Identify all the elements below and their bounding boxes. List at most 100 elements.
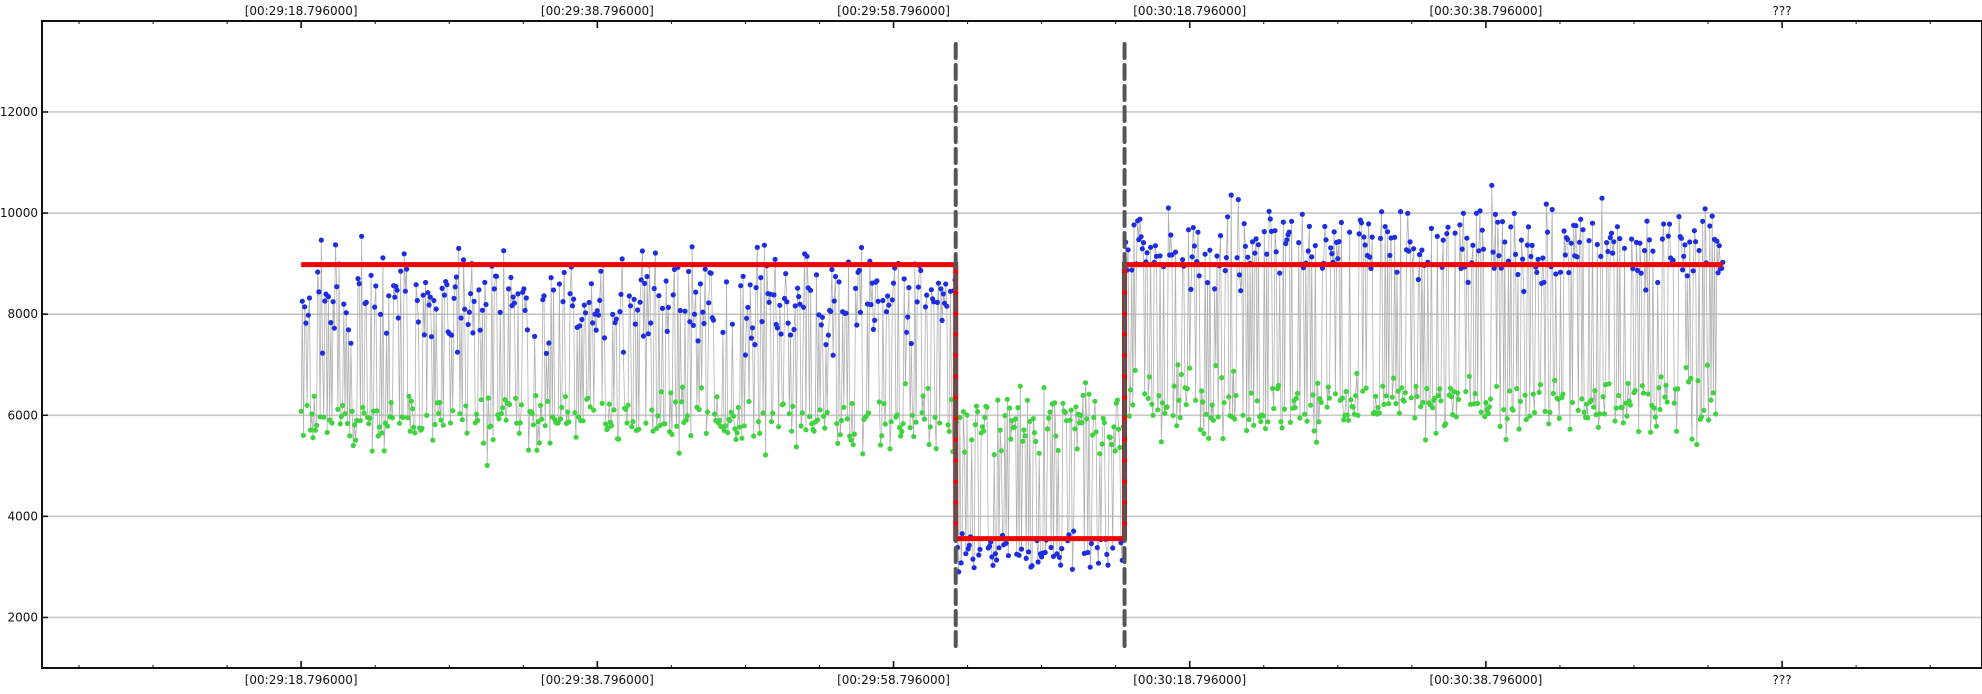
connector-lines xyxy=(300,185,1724,572)
series-1-point xyxy=(1286,229,1292,235)
series-2-point xyxy=(1531,410,1538,416)
series-2-point xyxy=(1619,404,1625,410)
series-1-point xyxy=(905,314,911,320)
series-2-point xyxy=(851,431,858,437)
series-2-point xyxy=(1084,416,1090,422)
series-1-point xyxy=(1476,248,1482,254)
series-2-point xyxy=(703,430,709,436)
series-1-point xyxy=(359,233,365,239)
series-1-point xyxy=(1234,255,1240,261)
series-1-point xyxy=(742,352,749,358)
series-1-point xyxy=(1445,224,1451,230)
series-1-point xyxy=(663,278,669,284)
series-2-point xyxy=(1092,398,1098,404)
series-1-point xyxy=(395,315,401,321)
series-1-point xyxy=(795,285,801,291)
series-2-point xyxy=(668,390,674,396)
x-tick-label-top: [00:29:38.796000] xyxy=(541,4,654,18)
series-2-point xyxy=(1595,424,1601,430)
series-1-point xyxy=(1665,233,1671,239)
series-2-point xyxy=(304,402,310,408)
series-2-point xyxy=(898,433,904,439)
series-1-point xyxy=(697,281,704,287)
series-2-point xyxy=(1101,420,1107,426)
series-2-point xyxy=(369,448,375,454)
series-2-point xyxy=(1178,371,1184,378)
series-1-point xyxy=(1235,197,1241,203)
series-2-point xyxy=(464,430,470,436)
series-2-point xyxy=(733,436,739,443)
series-2-point xyxy=(991,452,997,458)
series-1-point xyxy=(482,279,488,285)
series-1-point xyxy=(642,280,648,286)
series-1-point xyxy=(1578,216,1584,222)
series-1-point xyxy=(1137,216,1143,222)
series-2-point xyxy=(1456,396,1462,402)
series-1-point xyxy=(1387,252,1393,258)
series-2-point xyxy=(1004,396,1010,402)
series-1-point xyxy=(1190,225,1196,231)
series-2-point xyxy=(1226,394,1232,400)
series-1-point xyxy=(626,293,632,299)
series-2-point xyxy=(981,428,987,434)
series-2-point xyxy=(927,424,933,430)
series-1-point xyxy=(996,545,1002,551)
series-1-point xyxy=(1367,254,1373,260)
series-2-point xyxy=(1126,413,1132,419)
series-2-point xyxy=(1262,426,1269,432)
x-tick-label-bottom: [00:29:18.796000] xyxy=(245,673,358,687)
series-2-point xyxy=(680,384,686,390)
series-2-point xyxy=(1233,392,1239,399)
series-1-point xyxy=(738,283,744,289)
series-1-point xyxy=(522,307,528,313)
series-2-point xyxy=(1146,374,1152,380)
series-1-point xyxy=(1152,243,1158,249)
series-2-point xyxy=(385,423,391,429)
series-2-point xyxy=(406,393,412,399)
series-1-point xyxy=(444,282,450,288)
series-1-point xyxy=(687,319,693,325)
series-1-point xyxy=(1508,224,1514,230)
series-1-point xyxy=(465,321,471,328)
connector-path xyxy=(300,185,1724,572)
series-1-point xyxy=(515,291,521,297)
series-1-point xyxy=(868,302,874,308)
series-1-point xyxy=(1131,222,1137,228)
series-2-point xyxy=(1420,399,1426,405)
series-1-point xyxy=(958,560,964,566)
series-2-point xyxy=(1350,404,1356,410)
series-2-point xyxy=(1111,424,1117,430)
series-2-point xyxy=(834,421,840,427)
series-1-point xyxy=(1490,249,1496,255)
series-1-point xyxy=(1682,242,1688,248)
series-1-point xyxy=(398,268,404,274)
series-1-point xyxy=(439,285,445,291)
series-1-point xyxy=(471,298,477,304)
series-2-point xyxy=(1271,405,1277,412)
series-2-point xyxy=(972,422,978,428)
series-2-point xyxy=(1651,405,1657,411)
series-2-point xyxy=(1258,418,1264,425)
series-2-point xyxy=(1698,414,1705,420)
x-tick-label-top: [00:29:58.796000] xyxy=(837,4,950,18)
series-2-point xyxy=(735,404,741,411)
series-2-point xyxy=(463,403,469,409)
series-2-point xyxy=(529,410,535,417)
series-2-point xyxy=(1620,420,1626,426)
series-2-point xyxy=(964,412,970,418)
series-1-point xyxy=(774,325,781,331)
series-1-point xyxy=(670,292,676,298)
series-1-point xyxy=(934,299,941,305)
series-1-point xyxy=(582,310,589,316)
series-2-point xyxy=(603,421,609,427)
series-2-point xyxy=(1304,418,1310,424)
series-2-point xyxy=(676,450,682,456)
series-1-point xyxy=(1225,214,1231,220)
series-1-point xyxy=(1382,224,1388,230)
series-1-point xyxy=(299,298,305,304)
series-2-point xyxy=(1537,382,1543,388)
series-1-point xyxy=(1605,248,1611,255)
series-1-point xyxy=(1495,219,1501,225)
series-1-point xyxy=(648,320,654,326)
series-2-point xyxy=(1117,444,1123,451)
